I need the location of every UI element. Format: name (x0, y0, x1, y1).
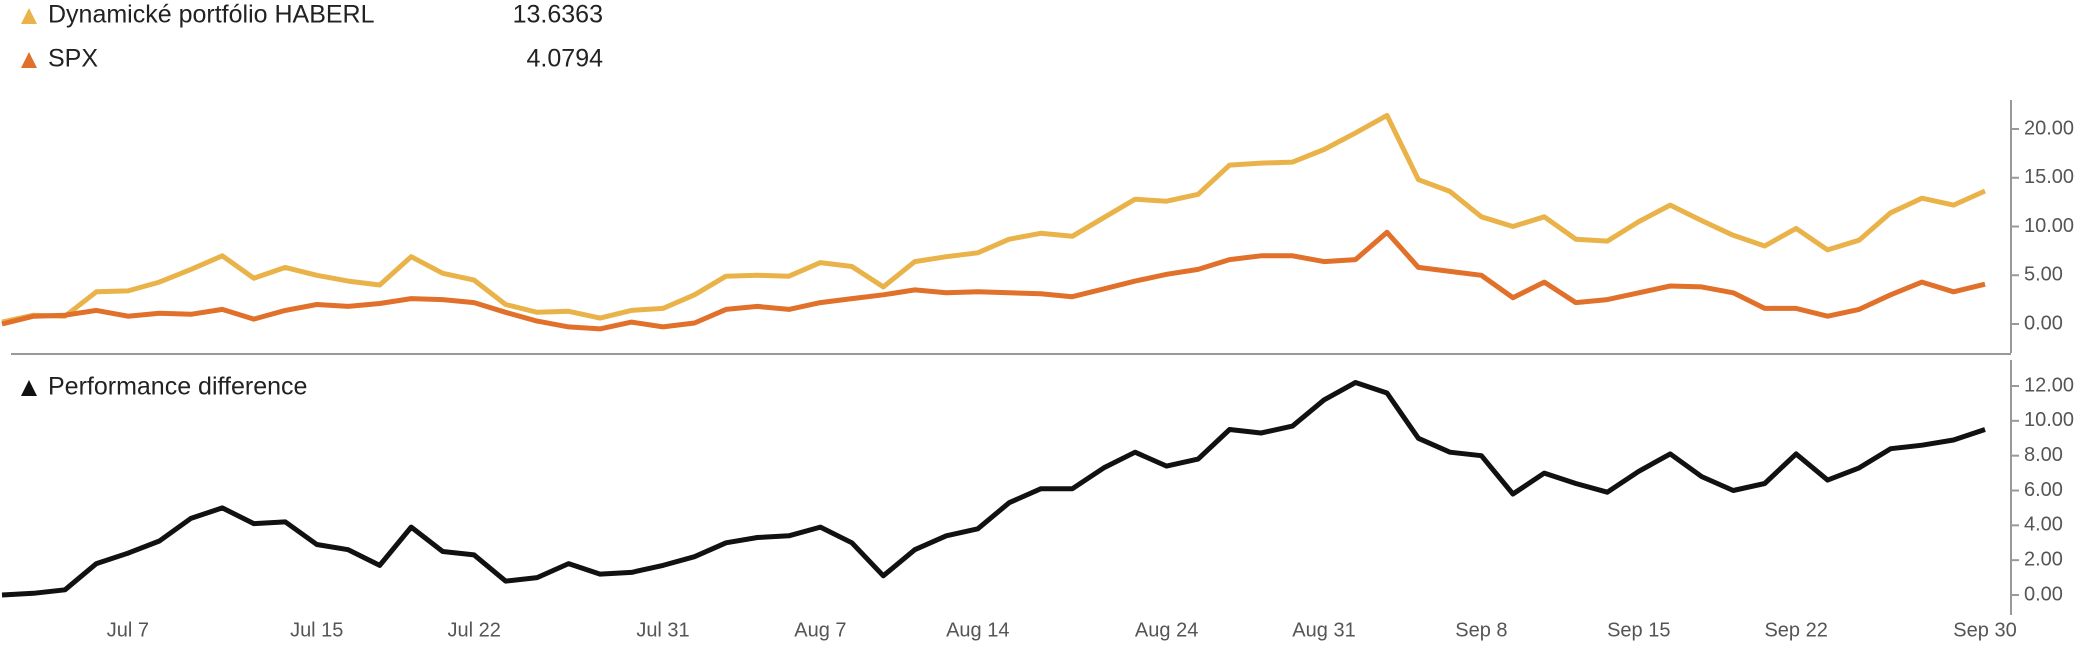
x-tick-label: Aug 14 (946, 619, 1009, 641)
y-tick-label: 10.00 (2024, 409, 2074, 431)
series-line (1, 112, 1987, 325)
legend-label: SPX (48, 45, 98, 73)
x-tick-label: Sep 30 (1953, 619, 2016, 641)
y-tick-label: 8.00 (2024, 444, 2063, 466)
legend-value: 4.0794 (527, 45, 604, 73)
x-tick-label: Jul 15 (290, 619, 343, 641)
y-tick-label: 20.00 (2024, 117, 2074, 139)
x-tick-label: Jul 7 (107, 619, 149, 641)
y-tick-label: 4.00 (2024, 514, 2063, 536)
y-tick-label: 6.00 (2024, 479, 2063, 501)
legend-marker (21, 380, 37, 396)
y-tick-label: 2.00 (2024, 548, 2063, 570)
y-tick-label: 0.00 (2024, 583, 2063, 605)
y-tick-label: 5.00 (2024, 264, 2063, 286)
x-tick-label: Sep 15 (1607, 619, 1670, 641)
x-tick-label: Sep 8 (1455, 619, 1507, 641)
x-tick-label: Aug 24 (1135, 619, 1198, 641)
series-line (1, 380, 1986, 598)
legend-marker (21, 52, 37, 68)
legend-label: Dynamické portfólio HABERL (48, 1, 375, 29)
y-tick-label: 0.00 (2024, 312, 2063, 334)
y-tick-label: 15.00 (2024, 166, 2074, 188)
legend-value: 13.6363 (513, 1, 603, 29)
series-line (1, 229, 1986, 332)
y-tick-label: 10.00 (2024, 215, 2074, 237)
x-tick-label: Jul 22 (447, 619, 500, 641)
x-tick-label: Aug 7 (794, 619, 846, 641)
x-tick-label: Jul 31 (636, 619, 689, 641)
x-tick-label: Aug 31 (1292, 619, 1355, 641)
x-tick-label: Sep 22 (1764, 619, 1827, 641)
legend-marker (21, 8, 37, 24)
y-tick-label: 12.00 (2024, 374, 2074, 396)
legend-label: Performance difference (48, 373, 307, 401)
